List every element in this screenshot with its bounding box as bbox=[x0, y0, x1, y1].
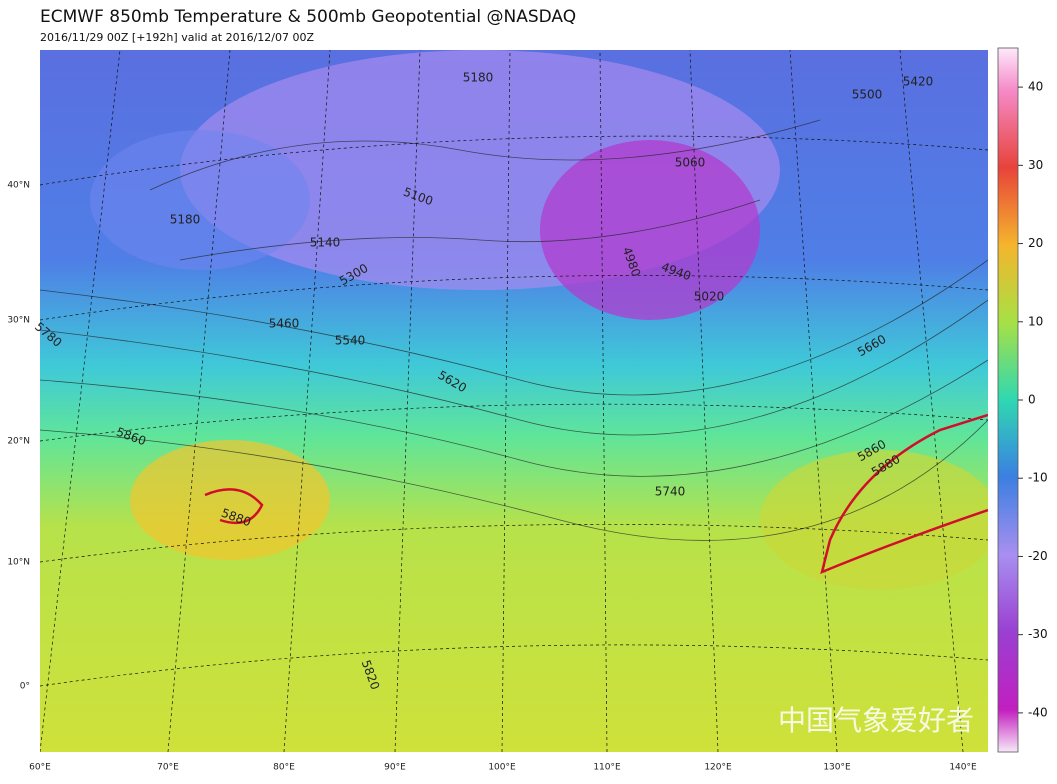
longitude-label: 110°E bbox=[593, 763, 621, 773]
contour-label: 5500 bbox=[852, 88, 883, 102]
colorbar-tick-label: -20 bbox=[1028, 549, 1048, 563]
contour-label: 5180 bbox=[463, 71, 494, 85]
colorbar-tick-label: 40 bbox=[1028, 80, 1043, 94]
colorbar-tick-label: -40 bbox=[1028, 705, 1048, 719]
contour-label: 5740 bbox=[655, 485, 686, 499]
contour-label: 5540 bbox=[335, 334, 366, 348]
map bbox=[40, 50, 988, 752]
contour-label: 5180 bbox=[170, 213, 201, 227]
contour-label: 5460 bbox=[269, 317, 300, 331]
contour-label: 5020 bbox=[694, 290, 725, 304]
contour-label: 5420 bbox=[903, 75, 934, 89]
longitude-label: 120°E bbox=[704, 763, 732, 773]
longitude-label: 130°E bbox=[823, 763, 851, 773]
longitude-label: 80°E bbox=[273, 763, 295, 773]
colorbar-tick-label: -10 bbox=[1028, 471, 1048, 485]
watermark: 中国气象爱好者 bbox=[778, 704, 974, 737]
longitude-label: 60°E bbox=[29, 763, 51, 773]
contour-label: 5140 bbox=[310, 236, 341, 250]
latitude-label: 40°N bbox=[7, 181, 30, 191]
colorbar-tick-label: 0 bbox=[1028, 393, 1036, 407]
title: ECMWF 850mb Temperature & 500mb Geopoten… bbox=[40, 7, 576, 27]
longitude-label: 90°E bbox=[384, 763, 406, 773]
longitude-label: 100°E bbox=[488, 763, 516, 773]
colorbar-tick-label: 10 bbox=[1028, 314, 1043, 328]
colorbar-tick-label: 30 bbox=[1028, 158, 1043, 172]
colorbar bbox=[997, 47, 1019, 753]
colorbar-tick-label: -30 bbox=[1028, 627, 1048, 641]
latitude-label: 10°N bbox=[7, 558, 30, 568]
latitude-label: 20°N bbox=[7, 437, 30, 447]
colorbar-tick-label: 20 bbox=[1028, 236, 1043, 250]
latitude-label: 30°N bbox=[7, 316, 30, 326]
longitude-label: 140°E bbox=[949, 763, 977, 773]
subtitle: 2016/11/29 00Z [+192h] valid at 2016/12/… bbox=[40, 31, 314, 44]
longitude-label: 70°E bbox=[157, 763, 179, 773]
latitude-label: 0° bbox=[20, 682, 30, 692]
contour-label: 5060 bbox=[675, 156, 706, 170]
